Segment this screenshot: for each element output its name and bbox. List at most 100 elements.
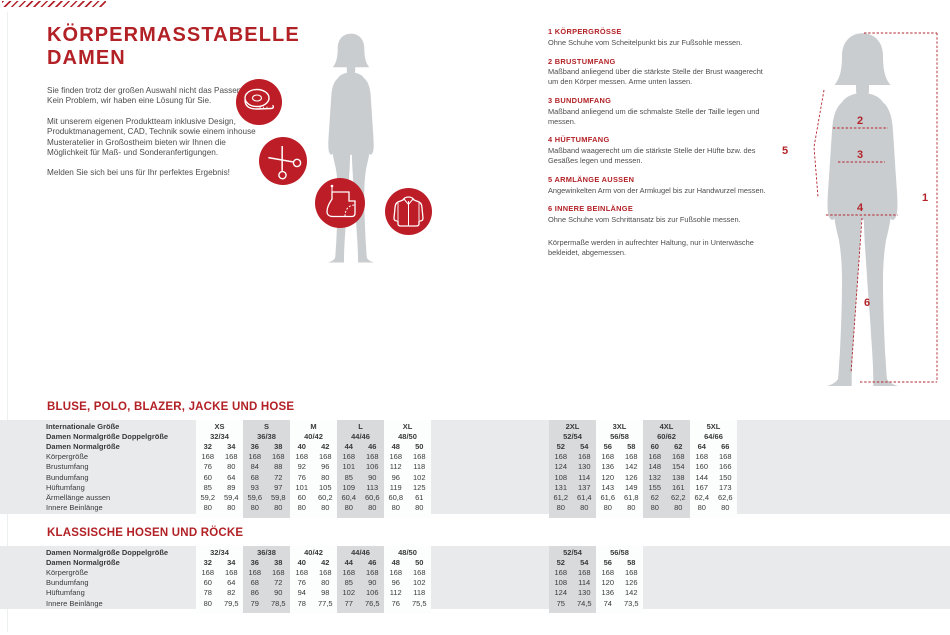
table-cell: S <box>263 421 269 431</box>
table-cell: 76 <box>297 472 306 482</box>
table-cell: 66 <box>721 441 730 451</box>
row-label: Innere Beinlänge <box>46 503 103 513</box>
table-cell: 113 <box>366 482 379 492</box>
size-table-section-bottoms: KLASSISCHE HOSEN UND RÖCKE Damen Normalg… <box>0 527 950 614</box>
measure-step-text: Angewinkelten Arm von der Armkugel bis z… <box>548 185 766 195</box>
table-cell: 114 <box>578 472 591 482</box>
tape-measure-badge <box>236 79 282 125</box>
table-cell: 168 <box>271 452 285 462</box>
table-cell: 59,2 <box>200 492 216 502</box>
figure-label-1: 1 <box>922 192 928 204</box>
table-row: Hüftumfang 85 89 93 97 101 105 109 113 119 125 131 1… <box>0 482 950 492</box>
row-label: Damen Normalgröße <box>46 441 120 451</box>
table-cell: 120 <box>601 578 614 588</box>
table-cell: 61,2 <box>553 492 569 502</box>
table-cell: 130 <box>577 588 591 598</box>
figure-label-4: 4 <box>857 202 864 214</box>
table-cell: 40/42 <box>304 431 323 441</box>
table-cell: 68 <box>250 578 259 588</box>
table-cell: 168 <box>412 452 426 462</box>
table-row: Innere Beinlänge 80 80 80 80 80 80 80 80 80 80 80 80… <box>0 503 950 513</box>
table-cell: 80 <box>697 503 706 513</box>
table-cell: 102 <box>342 588 355 598</box>
table-cell: 80 <box>203 598 212 608</box>
table-cell: 76 <box>391 598 400 608</box>
table-cell: 5XL <box>706 421 721 431</box>
table-cell: 32 <box>203 557 212 567</box>
size-column-band <box>384 420 431 518</box>
size-table-tops: Internationale Größe XS S M L XL 2XL 3XL 4XL 5XL D… <box>0 420 950 518</box>
table-cell: 168 <box>342 567 355 577</box>
measure-step-title: 2 BRUSTUMFANG <box>548 56 616 66</box>
table-cell: 126 <box>624 578 638 588</box>
table-cell: 131 <box>554 482 567 492</box>
figure-label-5: 5 <box>782 145 788 157</box>
measure-line-arm <box>813 89 825 198</box>
table-cell: 168 <box>201 452 214 462</box>
table-cell: 56 <box>603 557 612 567</box>
table-cell: 72 <box>274 578 283 588</box>
table-cell: 82 <box>227 588 236 598</box>
table-cell: 34 <box>227 441 236 451</box>
table-cell: 138 <box>671 472 685 482</box>
table-cell: 80 <box>391 503 400 513</box>
row-label: Bundumfang <box>46 472 89 482</box>
table-cell: 36/38 <box>257 431 276 441</box>
table-cell: 144 <box>695 472 708 482</box>
table-cell: 64 <box>227 578 236 588</box>
shaded-size-column-band <box>337 546 384 614</box>
intro-paragraph: Melden Sie sich bei uns für Ihr perfekte… <box>47 168 230 178</box>
table-cell: 2XL <box>565 421 580 431</box>
table-row: Ärmellänge aussen 59,2 59,4 59,6 59,8 60 60,2 6… <box>0 492 950 502</box>
table-cell: 168 <box>365 567 379 577</box>
table-cell: 80 <box>321 472 330 482</box>
measure-step-title: 6 INNERE BEINLÄNGE <box>548 204 634 214</box>
table-cell: 80 <box>250 503 259 513</box>
measure-step-text: Maßband anliegend um die schmalste Stell… <box>548 106 760 126</box>
table-cell: 106 <box>365 462 379 472</box>
size-column-band <box>384 546 431 614</box>
table-cell: 93 <box>250 482 259 492</box>
row-label: Ärmellänge aussen <box>46 492 111 502</box>
table-cell: 72 <box>274 472 283 482</box>
table-cell: 168 <box>695 452 708 462</box>
table-cell: 76 <box>297 578 306 588</box>
table-cell: 62,4 <box>694 492 710 502</box>
table-cell: 119 <box>389 482 402 492</box>
table-cell: 168 <box>601 567 614 577</box>
page-title: KÖRPERMASSTABELLE DAMEN <box>47 24 300 70</box>
table-row: Internationale Größe XS S M L XL 2XL 3XL 4XL 5XL <box>0 421 950 431</box>
table-cell: 78,5 <box>270 598 286 608</box>
table-cell: 59,4 <box>223 492 239 502</box>
table-cell: 108 <box>554 472 567 482</box>
table-cell: 78 <box>297 598 306 608</box>
table-cell: 168 <box>648 452 661 462</box>
table-cell: 101 <box>342 462 355 472</box>
table-cell: 168 <box>718 452 732 462</box>
table-cell: 38 <box>274 557 283 567</box>
size-column-band <box>690 420 737 518</box>
row-label: Körpergröße <box>46 567 89 577</box>
table-cell: 148 <box>648 462 661 472</box>
table-cell: 58 <box>627 557 636 567</box>
table-cell: 168 <box>389 452 402 462</box>
table-cell: 74,5 <box>576 598 592 608</box>
table-cell: 168 <box>412 567 426 577</box>
scissors-badge <box>259 137 307 185</box>
table-cell: 85 <box>203 482 212 492</box>
figure-label-6: 6 <box>864 297 870 309</box>
table-cell: 154 <box>671 462 685 472</box>
measure-step-title: 5 ARMLÄNGE AUSSEN <box>548 174 635 184</box>
table-cell: 60,2 <box>317 492 333 502</box>
table-cell: 48 <box>391 441 400 451</box>
measure-step-title: 3 BUNDUMFANG <box>548 95 612 105</box>
table-cell: 168 <box>342 452 355 462</box>
table-cell: 77,5 <box>317 598 333 608</box>
table-cell: 168 <box>224 567 238 577</box>
page-title-line1: KÖRPERMASSTABELLE <box>47 24 300 46</box>
table-row: Körpergröße 168 168 168 168 168 168 168 168 168 16… <box>0 452 950 462</box>
table-cell: 80 <box>227 503 236 513</box>
table-cell: 102 <box>412 578 426 588</box>
measure-step: 4 HÜFTUMFANG Maßband waagerecht um die s… <box>548 135 770 165</box>
table-cell: 36/38 <box>257 547 276 557</box>
